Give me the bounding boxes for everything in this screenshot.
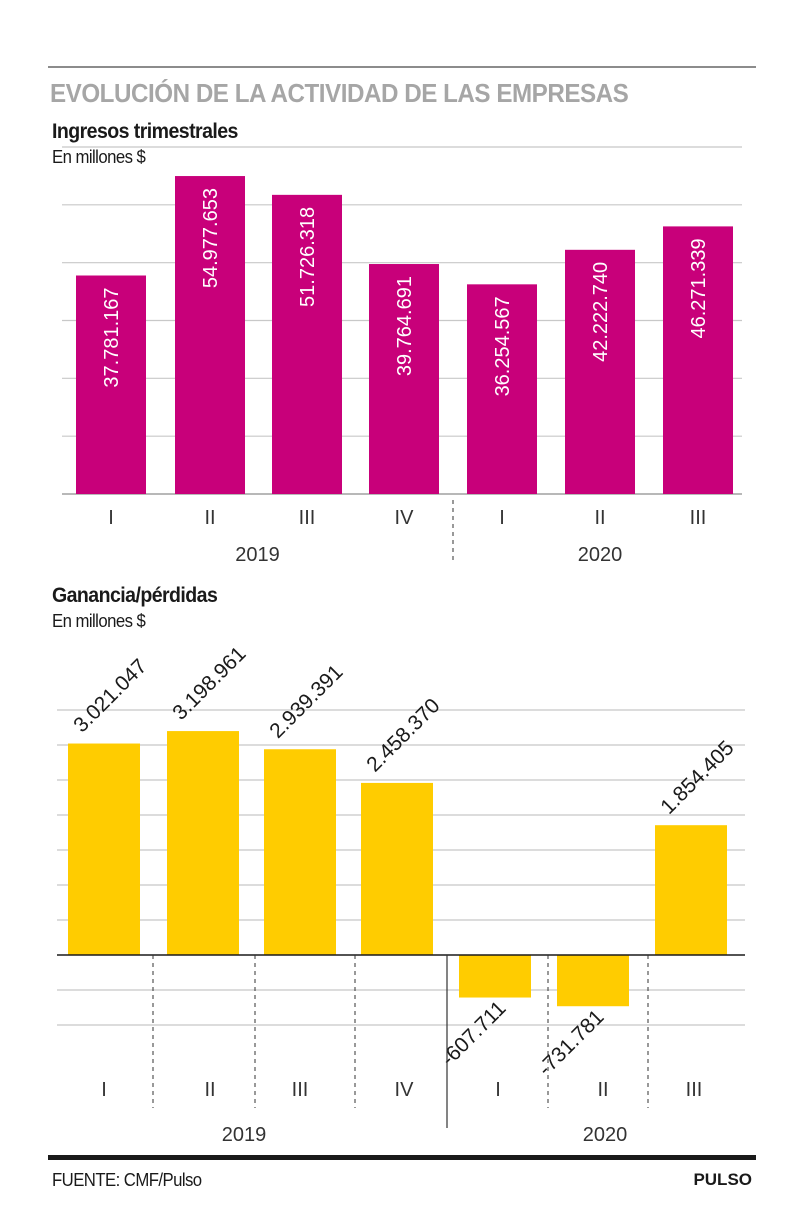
bar-revenue-6 [565,249,635,494]
quarter-label: II [594,507,605,529]
profit-chart-unit: En millones $ [52,611,146,631]
quarter-label: II [204,1079,215,1101]
bar-value-label: 2.939.391 [265,660,347,742]
bar-profit-1 [68,743,140,955]
bar-profit-4 [361,782,433,955]
brand-logo: PULSO [693,1170,752,1189]
bar-revenue-5 [467,284,537,494]
bar-revenue-1 [76,275,146,494]
bar-value-label: 37.781.167 [101,287,123,387]
bar-value-label: 3.021.047 [69,655,151,737]
year-label: 2020 [578,544,623,566]
quarter-label: I [101,1079,107,1101]
quarter-label: III [690,507,707,529]
year-label: 2020 [583,1124,628,1146]
quarter-label: III [292,1079,309,1101]
quarter-label: IV [395,1079,415,1101]
bar-revenue-4 [369,264,439,494]
bar-revenue-2 [175,176,245,495]
quarter-label: I [108,507,114,529]
bottom-rule [48,1155,756,1160]
year-label: 2019 [235,544,280,566]
bar-profit-5 [459,955,531,998]
revenue-chart-unit: En millones $ [52,147,146,167]
bar-profit-6 [557,955,629,1007]
revenue-chart: 37.781.167 54.977.653 51.726.318 39.764.691… [62,146,742,566]
bar-value-label: 46.271.339 [688,238,710,338]
bar-value-label: 42.222.740 [590,262,612,362]
bar-profit-7 [655,825,727,955]
bar-value-label: 3.198.961 [168,642,250,724]
top-rule [48,66,756,68]
quarter-label: III [686,1079,703,1101]
quarter-label: II [204,507,215,529]
bar-value-label: -731.781 [534,1005,609,1080]
bar-value-label: -607.711 [437,997,511,1071]
bar-profit-2 [167,731,239,955]
quarter-label: I [495,1079,501,1101]
bar-value-label: 54.977.653 [200,188,222,288]
bar-value-label: 1.854.405 [656,736,738,818]
main-title: EVOLUCIÓN DE LA ACTIVIDAD DE LAS EMPRESA… [50,78,629,108]
source-note: FUENTE: CMF/Pulso [52,1170,202,1190]
quarter-label: III [299,507,316,529]
year-label: 2019 [222,1124,267,1146]
bar-value-label: 36.254.567 [492,296,514,396]
bar-revenue-7 [663,226,733,495]
bar-value-label: 51.726.318 [297,207,319,307]
quarter-label: II [597,1079,608,1101]
bar-profit-3 [264,749,336,955]
bar-value-label: 39.764.691 [394,276,416,376]
revenue-chart-title: Ingresos trimestrales [52,120,238,143]
quarter-label: I [499,507,505,529]
bar-revenue-3 [272,194,342,494]
quarter-label: IV [395,507,415,529]
profit-chart-title: Ganancia/pérdidas [52,584,218,607]
bar-value-label: 2.458.370 [362,694,444,776]
